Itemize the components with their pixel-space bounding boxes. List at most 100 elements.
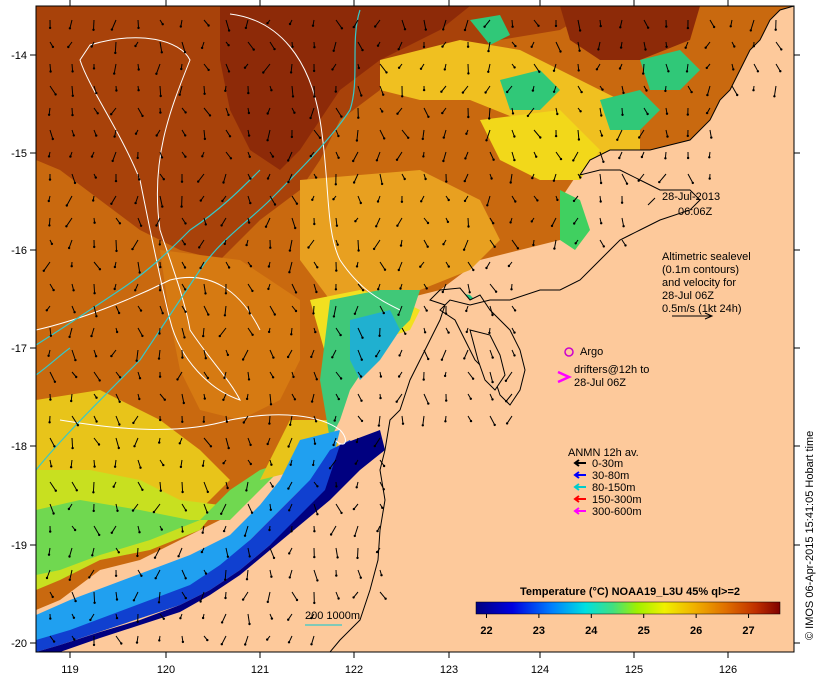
velocity-arrow-head [638,136,641,139]
scale-arrow-icon [672,312,714,320]
velocity-arrow-head [491,356,494,359]
velocity-arrow-head [505,400,508,403]
velocity-arrow-head [756,70,760,73]
velocity-arrow [49,85,57,95]
velocity-arrow [225,107,229,116]
velocity-arrow-head [199,199,202,202]
velocity-arrow-head [311,24,315,27]
velocity-arrow-head [141,334,144,338]
colorbar-tick-label: 22 [480,625,492,637]
velocity-arrow-head [113,265,117,269]
velocity-arrow-head [184,596,187,600]
velocity-arrow-head [352,596,355,599]
velocity-arrow-head [399,287,402,290]
velocity-arrow-head [381,110,384,113]
velocity-arrow-head [664,157,667,160]
velocity-arrow [398,41,403,50]
velocity-arrow-head [467,72,470,75]
velocity-arrow [313,305,315,314]
velocity-arrow-head [248,555,251,558]
velocity-arrow [357,41,363,51]
lon-tick-label: 126 [719,664,737,676]
velocity-arrow-head [272,356,275,359]
colorbar-tick-label: 27 [742,625,754,637]
velocity-arrow-head [181,490,184,494]
velocity-arrow-head [199,266,202,270]
velocity-arrow [247,327,254,336]
altimetry-line-2: (0.1m contours) [662,264,739,276]
velocity-arrow-head [403,177,406,181]
velocity-arrow-head [752,89,755,92]
velocity-arrow [244,525,249,536]
velocity-arrow-head [92,28,95,31]
velocity-arrow-head [113,135,116,138]
velocity-arrow-head [313,46,316,49]
velocity-arrow-head [441,45,444,48]
velocity-arrow-head [511,25,514,28]
lat-tick-label: -14 [11,50,27,62]
velocity-arrow [269,547,275,559]
velocity-arrow-head [155,72,158,76]
velocity-arrow [621,217,625,227]
velocity-arrow-head [574,242,577,245]
velocity-arrow [43,261,51,272]
velocity-arrow-head [665,45,668,48]
velocity-arrow-head [445,399,448,402]
velocity-arrow-head [135,641,139,644]
velocity-arrow [398,261,403,271]
velocity-arrow-head [264,225,268,228]
velocity-arrow-head [272,556,276,560]
velocity-arrow-head [69,466,73,469]
velocity-arrow-head [513,66,516,69]
velocity-arrow-head [462,248,466,251]
velocity-arrow-head [48,421,51,424]
velocity-arrow [136,349,139,361]
velocity-arrow [291,591,298,601]
velocity-arrow-head [269,246,272,249]
velocity-arrow-head [218,334,221,338]
velocity-arrow-head [290,135,294,139]
velocity-arrow-head [313,530,316,533]
velocity-arrow-head [269,403,273,406]
velocity-arrow [375,349,381,357]
velocity-arrow [357,349,363,360]
velocity-arrow-head [206,638,209,642]
velocity-arrow-head [201,155,204,158]
velocity-arrow-head [444,312,448,315]
velocity-arrow [643,19,649,28]
velocity-arrow-head [331,68,334,71]
velocity-arrow-head [110,113,113,116]
velocity-arrow-head [706,93,709,97]
velocity-arrow-head [92,491,95,494]
velocity-arrow [423,393,429,404]
velocity-arrow [442,283,447,293]
velocity-arrow-head [316,579,319,582]
velocity-arrow-head [375,550,379,554]
velocity-arrow [510,173,513,183]
velocity-arrow-head [98,533,101,537]
velocity-arrow-head [485,266,488,270]
velocity-arrow [137,19,139,28]
velocity-arrow-head [159,489,162,492]
velocity-arrow [156,217,161,226]
velocity-arrow-head [471,377,475,380]
velocity-arrow-head [267,287,270,291]
velocity-arrow-head [752,45,755,48]
velocity-arrow [111,349,117,357]
velocity-arrow-head [332,198,335,201]
velocity-arrow-head [270,575,273,578]
velocity-arrow-head [71,70,74,73]
velocity-arrow-head [184,577,187,580]
velocity-arrow-head [248,622,251,626]
velocity-arrow-head [485,139,488,142]
velocity-arrow [616,129,623,141]
velocity-arrow [197,173,205,182]
velocity-arrow-head [360,419,364,423]
velocity-arrow-head [407,136,410,139]
velocity-arrow [181,503,187,511]
velocity-arrow [658,173,667,183]
velocity-arrow-head [356,556,359,560]
velocity-arrow [69,327,73,338]
velocity-arrow-head [290,333,293,336]
velocity-arrow [269,305,276,315]
